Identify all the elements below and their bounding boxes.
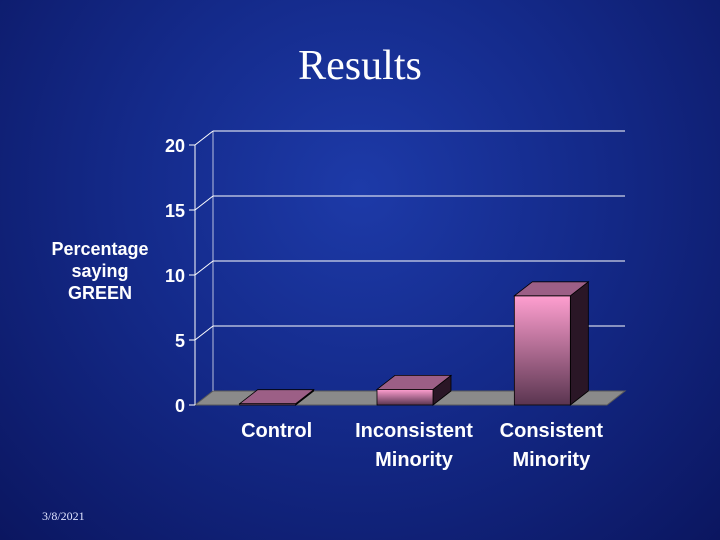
- y-tick-label: 0: [175, 396, 185, 416]
- y-axis-label-line-1: Percentage: [51, 239, 149, 259]
- y-tick-label: 5: [175, 331, 185, 351]
- x-category-label: Minority: [375, 449, 454, 471]
- gridline-diagonal: [194, 130, 214, 146]
- gridline-diagonal: [194, 325, 214, 341]
- slide-date: 3/8/2021: [42, 509, 85, 523]
- x-category-label: Inconsistent: [355, 420, 473, 442]
- x-category-label: Control: [241, 420, 312, 442]
- bar-top: [238, 389, 315, 405]
- x-category-label: Consistent: [500, 420, 604, 442]
- x-axis-labels: Control Inconsistent Minority Consistent Min…: [241, 420, 603, 471]
- y-tick-label: 10: [165, 266, 185, 286]
- bar-front: [513, 295, 571, 406]
- y-axis: 0 5 10 15 20: [165, 131, 214, 416]
- y-axis-label: Percentage saying GREEN: [30, 238, 170, 304]
- bar-front: [376, 388, 434, 406]
- bars: [238, 280, 590, 406]
- bar: [238, 388, 315, 406]
- x-category-label: Minority: [512, 449, 591, 471]
- bar: [375, 374, 453, 406]
- gridline-diagonal: [194, 260, 214, 276]
- y-tick-label: 20: [165, 136, 185, 156]
- bar: [513, 280, 590, 406]
- gridline-diagonal: [194, 195, 214, 211]
- bar-top: [513, 281, 590, 297]
- y-tick-label: 15: [165, 201, 185, 221]
- y-axis-label-line-3: GREEN: [67, 283, 132, 303]
- slide-title: Results: [298, 43, 422, 89]
- bar-side: [569, 280, 589, 406]
- bar-top: [375, 374, 453, 390]
- y-axis-label-line-2: saying: [71, 261, 129, 281]
